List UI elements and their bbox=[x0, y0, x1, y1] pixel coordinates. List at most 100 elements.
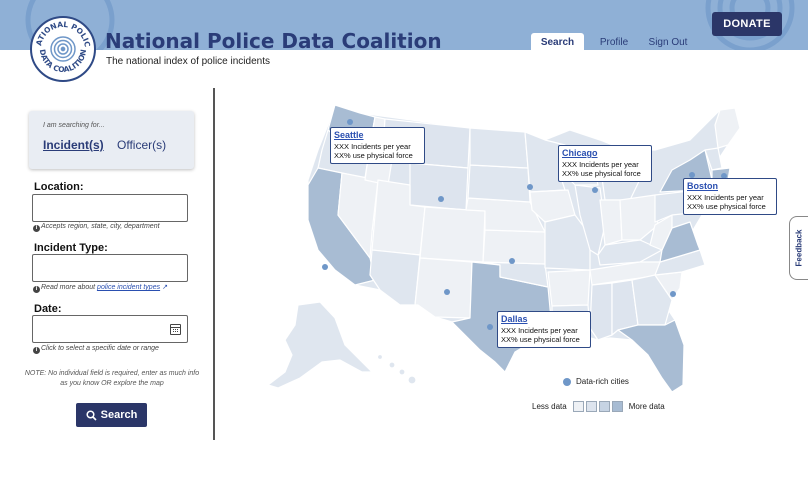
callout-city-link[interactable]: Seattle bbox=[334, 130, 364, 140]
calendar-icon[interactable] bbox=[170, 324, 181, 335]
search-button-label: Search bbox=[100, 409, 138, 421]
site-tagline: The national index of police incidents bbox=[106, 56, 270, 67]
map-state-new-mexico bbox=[414, 257, 473, 319]
date-hint: i Click to select a specific date or rang… bbox=[33, 345, 159, 354]
map-state-kentucky bbox=[597, 239, 663, 266]
external-link-icon[interactable]: ↗ bbox=[162, 284, 168, 291]
map-state-missouri bbox=[544, 214, 591, 271]
map-state-alaska bbox=[267, 301, 373, 389]
city-dot bbox=[438, 196, 444, 202]
map-state-ohio bbox=[619, 194, 659, 241]
legend-swatch bbox=[598, 401, 610, 412]
map-state-hawaii bbox=[376, 353, 417, 385]
incident-types-link[interactable]: police incident types bbox=[97, 284, 161, 291]
info-icon: i bbox=[33, 347, 40, 354]
location-hint: i Accepts region, state, city, department bbox=[33, 223, 160, 232]
site-title: National Police Data Coalition bbox=[105, 29, 442, 53]
legend-scale: Less data More data bbox=[532, 401, 665, 412]
panel-divider bbox=[213, 88, 215, 440]
toggle-incidents[interactable]: Incident(s) bbox=[43, 138, 104, 152]
callout-city-link[interactable]: Chicago bbox=[562, 148, 598, 158]
map-state-south-carolina bbox=[654, 271, 683, 301]
incident-hint-prefix: Read more about bbox=[41, 284, 98, 291]
map-state-georgia bbox=[631, 274, 673, 326]
info-icon: i bbox=[33, 286, 40, 293]
legend-swatch bbox=[611, 401, 623, 412]
legend-less-label: Less data bbox=[532, 402, 567, 411]
search-button[interactable]: Search bbox=[76, 403, 147, 427]
toggle-officers[interactable]: Officer(s) bbox=[117, 138, 167, 152]
city-dot bbox=[527, 184, 533, 190]
map-state-utah bbox=[371, 179, 426, 256]
logo-mark: NATIONAL POLICE DATA COALITION bbox=[32, 18, 92, 74]
date-label: Date: bbox=[34, 303, 62, 315]
map-state-south-dakota bbox=[467, 164, 531, 203]
callout-force: XX% use physical force bbox=[334, 151, 413, 160]
callout-incidents: XXX Incidents per year bbox=[687, 193, 764, 202]
callout-incidents: XXX Incidents per year bbox=[501, 326, 578, 335]
map-state-tennessee bbox=[589, 261, 669, 286]
callout-incidents: XXX Incidents per year bbox=[562, 160, 639, 169]
legend-dot-icon bbox=[563, 377, 571, 386]
legend-dot-label: Data-rich cities bbox=[576, 377, 629, 386]
map-state-iowa bbox=[529, 189, 576, 223]
callout-city-link[interactable]: Boston bbox=[687, 181, 718, 191]
search-icon bbox=[86, 409, 97, 421]
date-input[interactable] bbox=[32, 315, 188, 343]
header-lower bbox=[0, 50, 808, 86]
callout-city-link[interactable]: Dallas bbox=[501, 314, 528, 324]
nav-search[interactable]: Search bbox=[531, 33, 584, 51]
site-header bbox=[0, 0, 808, 50]
city-dot bbox=[487, 324, 493, 330]
incident-type-label: Incident Type: bbox=[34, 242, 108, 254]
donate-button[interactable]: DONATE bbox=[712, 12, 782, 36]
feedback-label: Feedback bbox=[794, 229, 804, 267]
callout-force: XX% use physical force bbox=[562, 169, 641, 178]
city-dot bbox=[322, 264, 328, 270]
incident-type-input[interactable] bbox=[32, 254, 188, 282]
map-state-west-virginia bbox=[649, 214, 673, 251]
map-state-kansas bbox=[482, 229, 546, 265]
city-dot bbox=[444, 289, 450, 295]
callout-chicago: Chicago XXX Incidents per year XX% use p… bbox=[558, 145, 652, 182]
location-hint-text: Accepts region, state, city, department bbox=[41, 223, 160, 230]
location-label: Location: bbox=[34, 181, 84, 193]
map-state-wyoming bbox=[409, 162, 469, 211]
map-state-colorado bbox=[419, 206, 486, 263]
legend-more-label: More data bbox=[628, 402, 665, 411]
callout-seattle: Seattle XXX Incidents per year XX% use p… bbox=[330, 127, 425, 164]
legend-swatch bbox=[572, 401, 584, 412]
map-state-north-carolina bbox=[654, 249, 706, 276]
map-state-north-dakota bbox=[469, 127, 529, 169]
map-state-indiana bbox=[599, 199, 623, 246]
callout-force: XX% use physical force bbox=[687, 202, 766, 211]
legend-swatch bbox=[585, 401, 597, 412]
feedback-tab[interactable]: Feedback bbox=[789, 216, 808, 280]
map-state-mississippi bbox=[589, 282, 613, 341]
callout-boston: Boston XXX Incidents per year XX% use ph… bbox=[683, 178, 777, 215]
location-input[interactable] bbox=[32, 194, 188, 222]
city-dot bbox=[347, 119, 353, 125]
map-state-illinois bbox=[574, 184, 606, 256]
map-state-nevada bbox=[337, 172, 379, 259]
map-state-virginia bbox=[659, 221, 701, 263]
map-state-maine bbox=[714, 107, 741, 149]
nav-profile[interactable]: Profile bbox=[599, 36, 629, 48]
search-note: NOTE: No individual field is required, e… bbox=[24, 370, 200, 387]
search-type-prompt: I am searching for... bbox=[43, 122, 105, 129]
nav-sign-out[interactable]: Sign Out bbox=[648, 36, 688, 48]
info-icon: i bbox=[33, 225, 40, 232]
map-state-california bbox=[307, 167, 376, 286]
date-hint-text: Click to select a specific date or range bbox=[41, 345, 159, 352]
map-state-arkansas bbox=[547, 269, 591, 307]
city-dot bbox=[670, 291, 676, 297]
legend-data-rich: Data-rich cities bbox=[563, 377, 629, 386]
map-state-nebraska bbox=[465, 197, 546, 233]
map-state-vermont-nh bbox=[704, 147, 723, 171]
callout-force: XX% use physical force bbox=[501, 335, 580, 344]
site-logo[interactable]: NATIONAL POLICE DATA COALITION bbox=[30, 16, 96, 82]
city-dot bbox=[509, 258, 515, 264]
callout-dallas: Dallas XXX Incidents per year XX% use ph… bbox=[497, 311, 591, 348]
map-state-alabama bbox=[611, 279, 639, 336]
callout-incidents: XXX Incidents per year bbox=[334, 142, 411, 151]
